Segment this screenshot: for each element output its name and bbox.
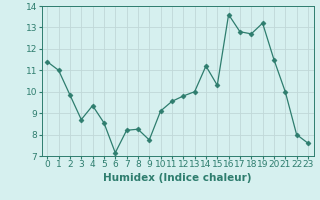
X-axis label: Humidex (Indice chaleur): Humidex (Indice chaleur) [103,173,252,183]
